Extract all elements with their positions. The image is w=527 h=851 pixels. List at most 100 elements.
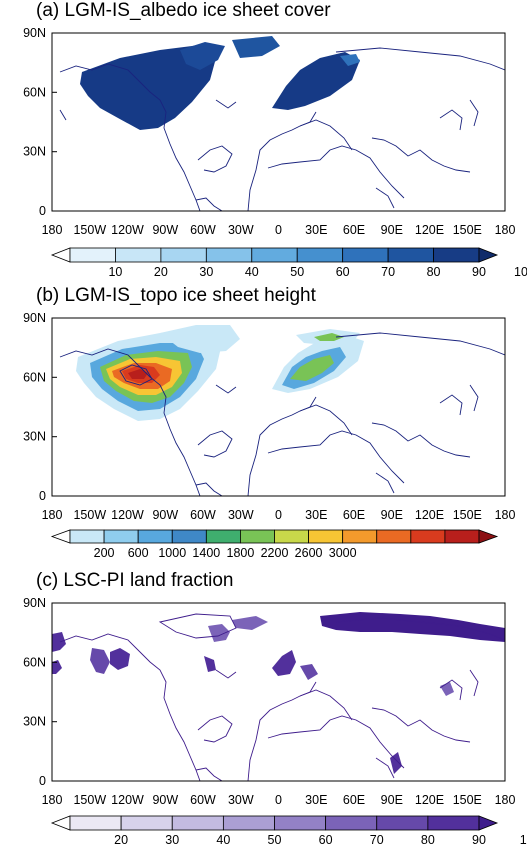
colorbar-box xyxy=(103,529,139,544)
colorbar-b: 200 600 1000 1400 1800 2200 2600 3000 xyxy=(50,529,499,560)
lon-label: 120W xyxy=(111,508,144,522)
lat-label: 0 xyxy=(39,774,46,788)
map-frame xyxy=(51,602,506,782)
map-frame xyxy=(51,32,506,212)
lon-label: 180 xyxy=(495,223,516,237)
lon-label: 180 xyxy=(42,793,63,807)
colorbar-label: 100 xyxy=(514,265,527,279)
lon-label: 0 xyxy=(275,223,282,237)
lat-label: 60N xyxy=(23,370,46,384)
map-frame xyxy=(51,317,506,497)
lon-label: 180 xyxy=(495,508,516,522)
colorbar-box xyxy=(120,815,173,831)
lon-labels: 180 150W 120W 90W 60W 30W 0 30E 60E 90E … xyxy=(42,508,516,522)
colorbar-label: 90 xyxy=(472,265,486,279)
colorbar-box xyxy=(274,529,309,544)
colorbar-label: 30 xyxy=(199,265,213,279)
colorbar-label: 80 xyxy=(427,265,441,279)
map-ticks xyxy=(52,317,57,497)
lon-label: 60W xyxy=(190,223,216,237)
lon-label: 150W xyxy=(73,508,106,522)
lon-label: 150E xyxy=(453,508,482,522)
colorbar-box xyxy=(69,247,116,263)
colorbar-end-right xyxy=(478,529,499,544)
panel-title: (b) LGM-IS_topo ice sheet height xyxy=(36,285,316,306)
colorbar-label: 70 xyxy=(370,833,384,847)
colorbar-box xyxy=(171,815,224,831)
lon-label: 60E xyxy=(343,793,365,807)
lon-label: 0 xyxy=(275,793,282,807)
colorbar-box xyxy=(433,247,480,263)
colorbar-label: 70 xyxy=(381,265,395,279)
lon-label: 90E xyxy=(381,793,403,807)
colorbar-label: 20 xyxy=(114,833,128,847)
colorbar-box xyxy=(296,247,344,263)
panel-b: (b) LGM-IS_topo ice sheet height xyxy=(0,285,527,568)
colorbar-end-right xyxy=(478,247,499,263)
map-c: 90N 60N 30N 0 180 150W 120W 90W 60W 30W … xyxy=(23,596,527,847)
panel-a: (a) LGM-IS_albedo ice sheet cover xyxy=(0,0,527,283)
colorbar-box xyxy=(308,529,344,544)
colorbar-label: 1800 xyxy=(227,546,255,560)
lon-label: 150E xyxy=(453,223,482,237)
lon-label: 30E xyxy=(305,793,327,807)
lon-label: 90W xyxy=(152,793,178,807)
colorbar-label: 2600 xyxy=(295,546,323,560)
lon-label: 90E xyxy=(381,508,403,522)
lon-labels: 180 150W 120W 90W 60W 30W 0 30E 60E 90E … xyxy=(42,793,516,807)
colorbar-label: 60 xyxy=(319,833,333,847)
lat-label: 90N xyxy=(23,26,46,40)
colorbar-label: 80 xyxy=(421,833,435,847)
colorbar-label: 50 xyxy=(268,833,282,847)
lon-label: 30W xyxy=(228,508,254,522)
colorbar-box xyxy=(427,815,480,831)
colorbar-box xyxy=(387,247,434,263)
colorbar-box xyxy=(205,529,241,544)
colorbar-box xyxy=(137,529,173,544)
lat-label: 30N xyxy=(23,715,46,729)
colorbar-box xyxy=(69,815,122,831)
colorbar-end-left xyxy=(50,247,71,263)
colorbar-box xyxy=(376,529,412,544)
colorbar-box xyxy=(342,247,389,263)
panel-title: (c) LSC-PI land fraction xyxy=(36,570,234,591)
lon-label: 180 xyxy=(42,508,63,522)
colorbar-box xyxy=(160,247,207,263)
colorbar-box xyxy=(410,529,446,544)
lat-label: 30N xyxy=(23,145,46,159)
lon-label: 90W xyxy=(152,508,178,522)
colorbar-box xyxy=(342,529,378,544)
lon-label: 30E xyxy=(305,508,327,522)
colorbar-box xyxy=(325,815,378,831)
colorbar-label: 50 xyxy=(290,265,304,279)
lon-label: 150W xyxy=(73,223,106,237)
lon-label: 120W xyxy=(111,223,144,237)
colorbar-box xyxy=(171,529,207,544)
colorbar-box xyxy=(115,247,162,263)
colorbar-label: 40 xyxy=(245,265,259,279)
lat-label: 60N xyxy=(23,85,46,99)
coastlines xyxy=(59,332,505,496)
map-b: 90N 60N 30N 0 180 150W 120W 90W 60W 30W … xyxy=(23,311,516,560)
lon-label: 60E xyxy=(343,223,365,237)
lon-label: 30W xyxy=(228,793,254,807)
lat-label: 60N xyxy=(23,655,46,669)
lon-label: 30E xyxy=(305,223,327,237)
colorbar-label: 60 xyxy=(336,265,350,279)
colorbar-end-left xyxy=(50,815,71,831)
lat-label: 0 xyxy=(39,489,46,503)
lon-label: 180 xyxy=(495,793,516,807)
colorbar-box xyxy=(274,815,327,831)
lon-label: 180 xyxy=(42,223,63,237)
colorbar-a: 10 20 30 40 50 60 70 80 90 100 xyxy=(50,247,527,279)
colorbar-label: 1000 xyxy=(158,546,186,560)
lat-label: 0 xyxy=(39,204,46,218)
colorbar-box xyxy=(205,247,253,263)
map-a: 90N 60N 30N 0 180 150W 120W 90W 60W 30W … xyxy=(23,26,527,279)
colorbar-end-left xyxy=(50,529,71,544)
map-ticks xyxy=(52,32,57,212)
panel-c: (c) LSC-PI land fraction xyxy=(0,570,527,851)
lon-label: 90E xyxy=(381,223,403,237)
colorbar-label: 40 xyxy=(216,833,230,847)
colorbar-box xyxy=(240,529,275,544)
